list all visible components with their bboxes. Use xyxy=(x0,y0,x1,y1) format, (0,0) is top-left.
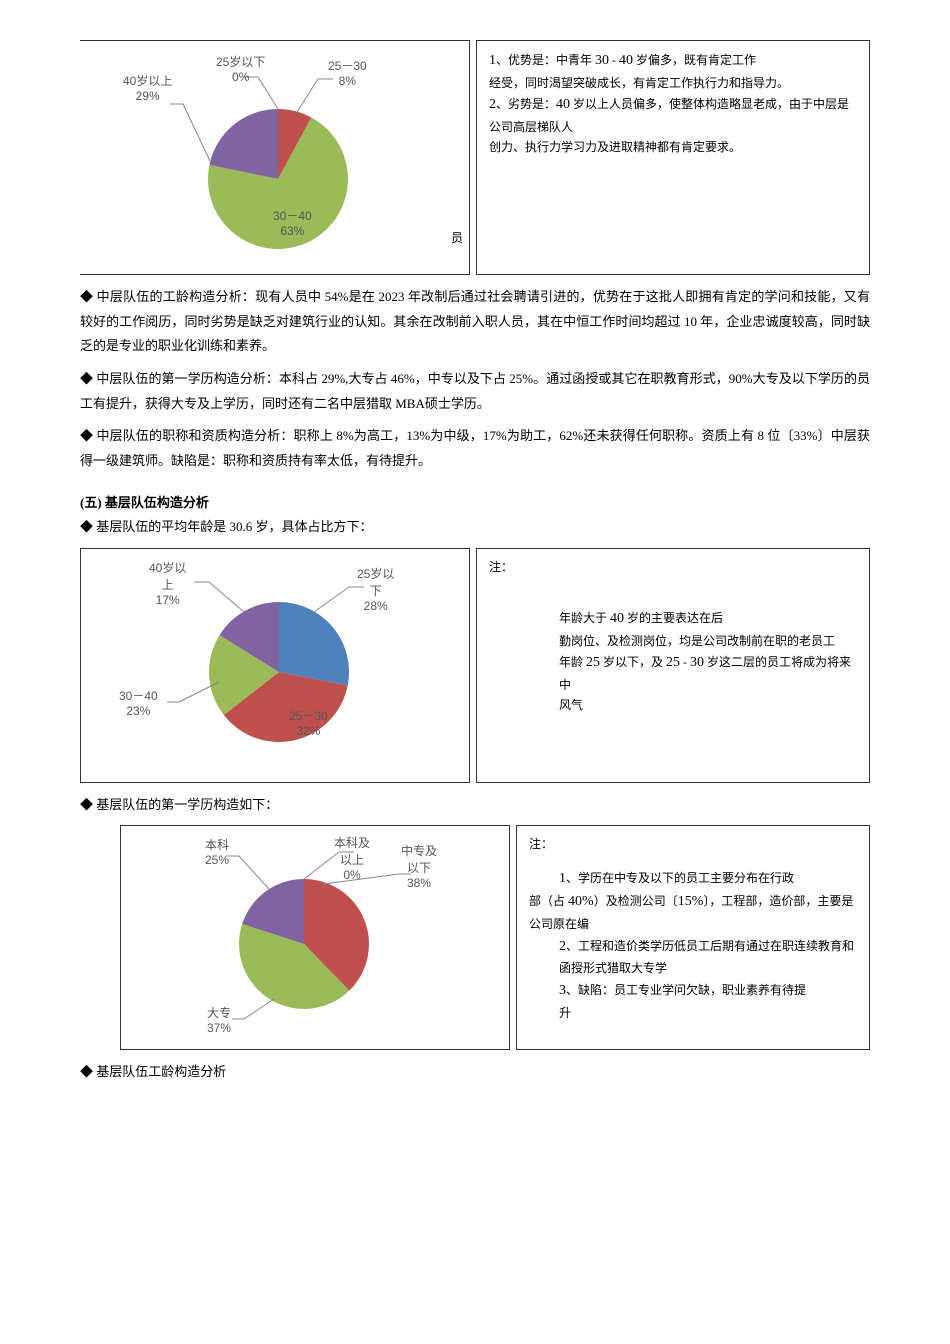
chart2-box: 25岁以 下 28% 25－30 32% 30－40 23% 40岁以 上 17… xyxy=(80,548,470,783)
section5-title: (五) 基层队伍构造分析 xyxy=(80,492,870,511)
chart2-label-40plus: 40岁以 上 17% xyxy=(149,559,186,607)
chart2-note-line4: 风气 xyxy=(559,695,857,715)
chart2-slice-25below xyxy=(279,602,349,686)
chart3-box: 本科及 以上 0% 中专及 以下 38% 大专 37% 本科 25% xyxy=(120,825,510,1050)
chart3-note-line1: 1、学历在中专及以下的员工主要分布在行政 xyxy=(559,867,857,891)
chart3-note-line4: 3、缺陷：员工专业学问欠缺，职业素养有待提 xyxy=(529,979,857,1003)
para4: ◆ 基层队伍的平均年龄是 30.6 岁，具体占比方下： xyxy=(80,515,870,540)
chart3-note-line2: 部（占 40%）及检测公司〔15%〕，工程部，造价部，主要是公司原在编 xyxy=(529,890,857,934)
chart2-note: 注： 年龄大于 40 岁的主要表达在后 勤岗位、及检测岗位，均是公司改制前在职的… xyxy=(476,548,870,783)
para3: ◆ 中层队伍的职称和资质构造分析：职称上 8%为高工，13%为中级，17%为助工… xyxy=(80,424,870,473)
chart2-note-line3: 年龄 25 岁以下，及 25 ‐ 30 岁这二层的员工将成为将来中 xyxy=(559,651,857,695)
chart1-label-25-30-text: 25－30 xyxy=(328,59,367,73)
chart1-note-line1: 1、优势是：中青年 30 ‐ 40 岁偏多，既有肯定工作 xyxy=(489,49,857,73)
chart1-note: 1、优势是：中青年 30 ‐ 40 岁偏多，既有肯定工作 经受，同时渴望突破成长… xyxy=(476,40,870,275)
chart1-label-25-30-pct: 8% xyxy=(339,74,356,88)
para1: ◆ 中层队伍的工龄构造分析：现有人员中 54%是在 2023 年改制后通过社会聘… xyxy=(80,285,870,359)
chart1-note-line3: 2、劣势是：40 岁以上人员偏多，使整体构造略显老成，由于中层是公司高层梯队人 xyxy=(489,93,857,137)
chart1-label-40plus: 40岁以上 29% xyxy=(123,72,172,103)
chart2-note-body: 年龄大于 40 岁的主要表达在后 勤岗位、及检测岗位，均是公司改制前在职的老员工… xyxy=(489,607,857,716)
chart1-label-30-40: 30－40 63% xyxy=(273,207,312,238)
chart1-note-line4: 创力、执行力学习力及进取精神都有肯定要求。 xyxy=(489,137,857,157)
chart2-row: 25岁以 下 28% 25－30 32% 30－40 23% 40岁以 上 17… xyxy=(80,548,870,783)
chart3-label-benkeup: 本科及 以上 0% xyxy=(334,834,370,882)
chart3-note-body: 1、学历在中专及以下的员工主要分布在行政 xyxy=(529,867,857,891)
chart1-corner: 员 xyxy=(451,229,463,246)
chart3-note-title: 注： xyxy=(529,834,857,854)
chart1-label-40plus-text: 40岁以上 xyxy=(123,74,172,88)
chart3-label-dazhuan: 大专 37% xyxy=(207,1004,231,1035)
chart1-label-25-30: 25－30 8% xyxy=(328,57,367,88)
chart2-label-25-30: 25－30 32% xyxy=(289,707,328,738)
chart2-note-title: 注： xyxy=(489,557,857,577)
para5: ◆ 基层队伍的第一学历构造如下： xyxy=(80,793,870,818)
chart3-note: 注： 1、学历在中专及以下的员工主要分布在行政 部（占 40%）及检测公司〔15… xyxy=(516,825,870,1050)
chart1-label-40plus-pct: 29% xyxy=(136,89,160,103)
chart3-pie-wrap: 本科及 以上 0% 中专及 以下 38% 大专 37% 本科 25% xyxy=(129,834,479,1042)
chart1-note-line2: 经受，同时渴望突破成长，有肯定工作执行力和指导力。 xyxy=(489,73,857,93)
chart3-note-line5: 升 xyxy=(529,1003,857,1023)
chart2-label-30-40: 30－40 23% xyxy=(119,687,158,718)
chart3-label-benke: 本科 25% xyxy=(205,836,229,867)
chart1-label-25below-text: 25岁以下 xyxy=(216,55,265,69)
para2: ◆ 中层队伍的第一学历构造分析：本科占 29%,大专占 46%，中专以及下占 2… xyxy=(80,367,870,416)
chart1-pie-wrap: 25岁以下 0% 25－30 8% 30－40 63% 40岁以上 29% xyxy=(88,49,448,269)
chart2-pie-wrap: 25岁以 下 28% 25－30 32% 30－40 23% 40岁以 上 17… xyxy=(89,557,449,777)
chart3-label-zhongzhuan: 中专及 以下 38% xyxy=(401,842,437,890)
chart2-label-25below: 25岁以 下 28% xyxy=(357,565,394,613)
chart1-label-30-40-pct: 63% xyxy=(280,224,304,238)
chart1-label-25below-pct: 0% xyxy=(232,70,249,84)
chart1-row: 25岁以下 0% 25－30 8% 30－40 63% 40岁以上 29% 员 … xyxy=(80,40,870,275)
chart3-row: 本科及 以上 0% 中专及 以下 38% 大专 37% 本科 25% 注： 1 xyxy=(80,825,870,1050)
chart2-note-line2: 勤岗位、及检测岗位，均是公司改制前在职的老员工 xyxy=(559,631,857,651)
chart1-label-25below: 25岁以下 0% xyxy=(216,53,265,84)
chart1-box: 25岁以下 0% 25－30 8% 30－40 63% 40岁以上 29% 员 xyxy=(80,40,470,275)
chart3-note-line3: 2、工程和造价类学历低员工后期有通过在职连续教育和函授形式猎取大专学 xyxy=(529,935,857,979)
chart2-note-line1: 年龄大于 40 岁的主要表达在后 xyxy=(559,607,857,631)
para6: ◆ 基层队伍工龄构造分析 xyxy=(80,1060,870,1085)
chart2-svg xyxy=(89,557,449,777)
chart1-label-30-40-text: 30－40 xyxy=(273,209,312,223)
